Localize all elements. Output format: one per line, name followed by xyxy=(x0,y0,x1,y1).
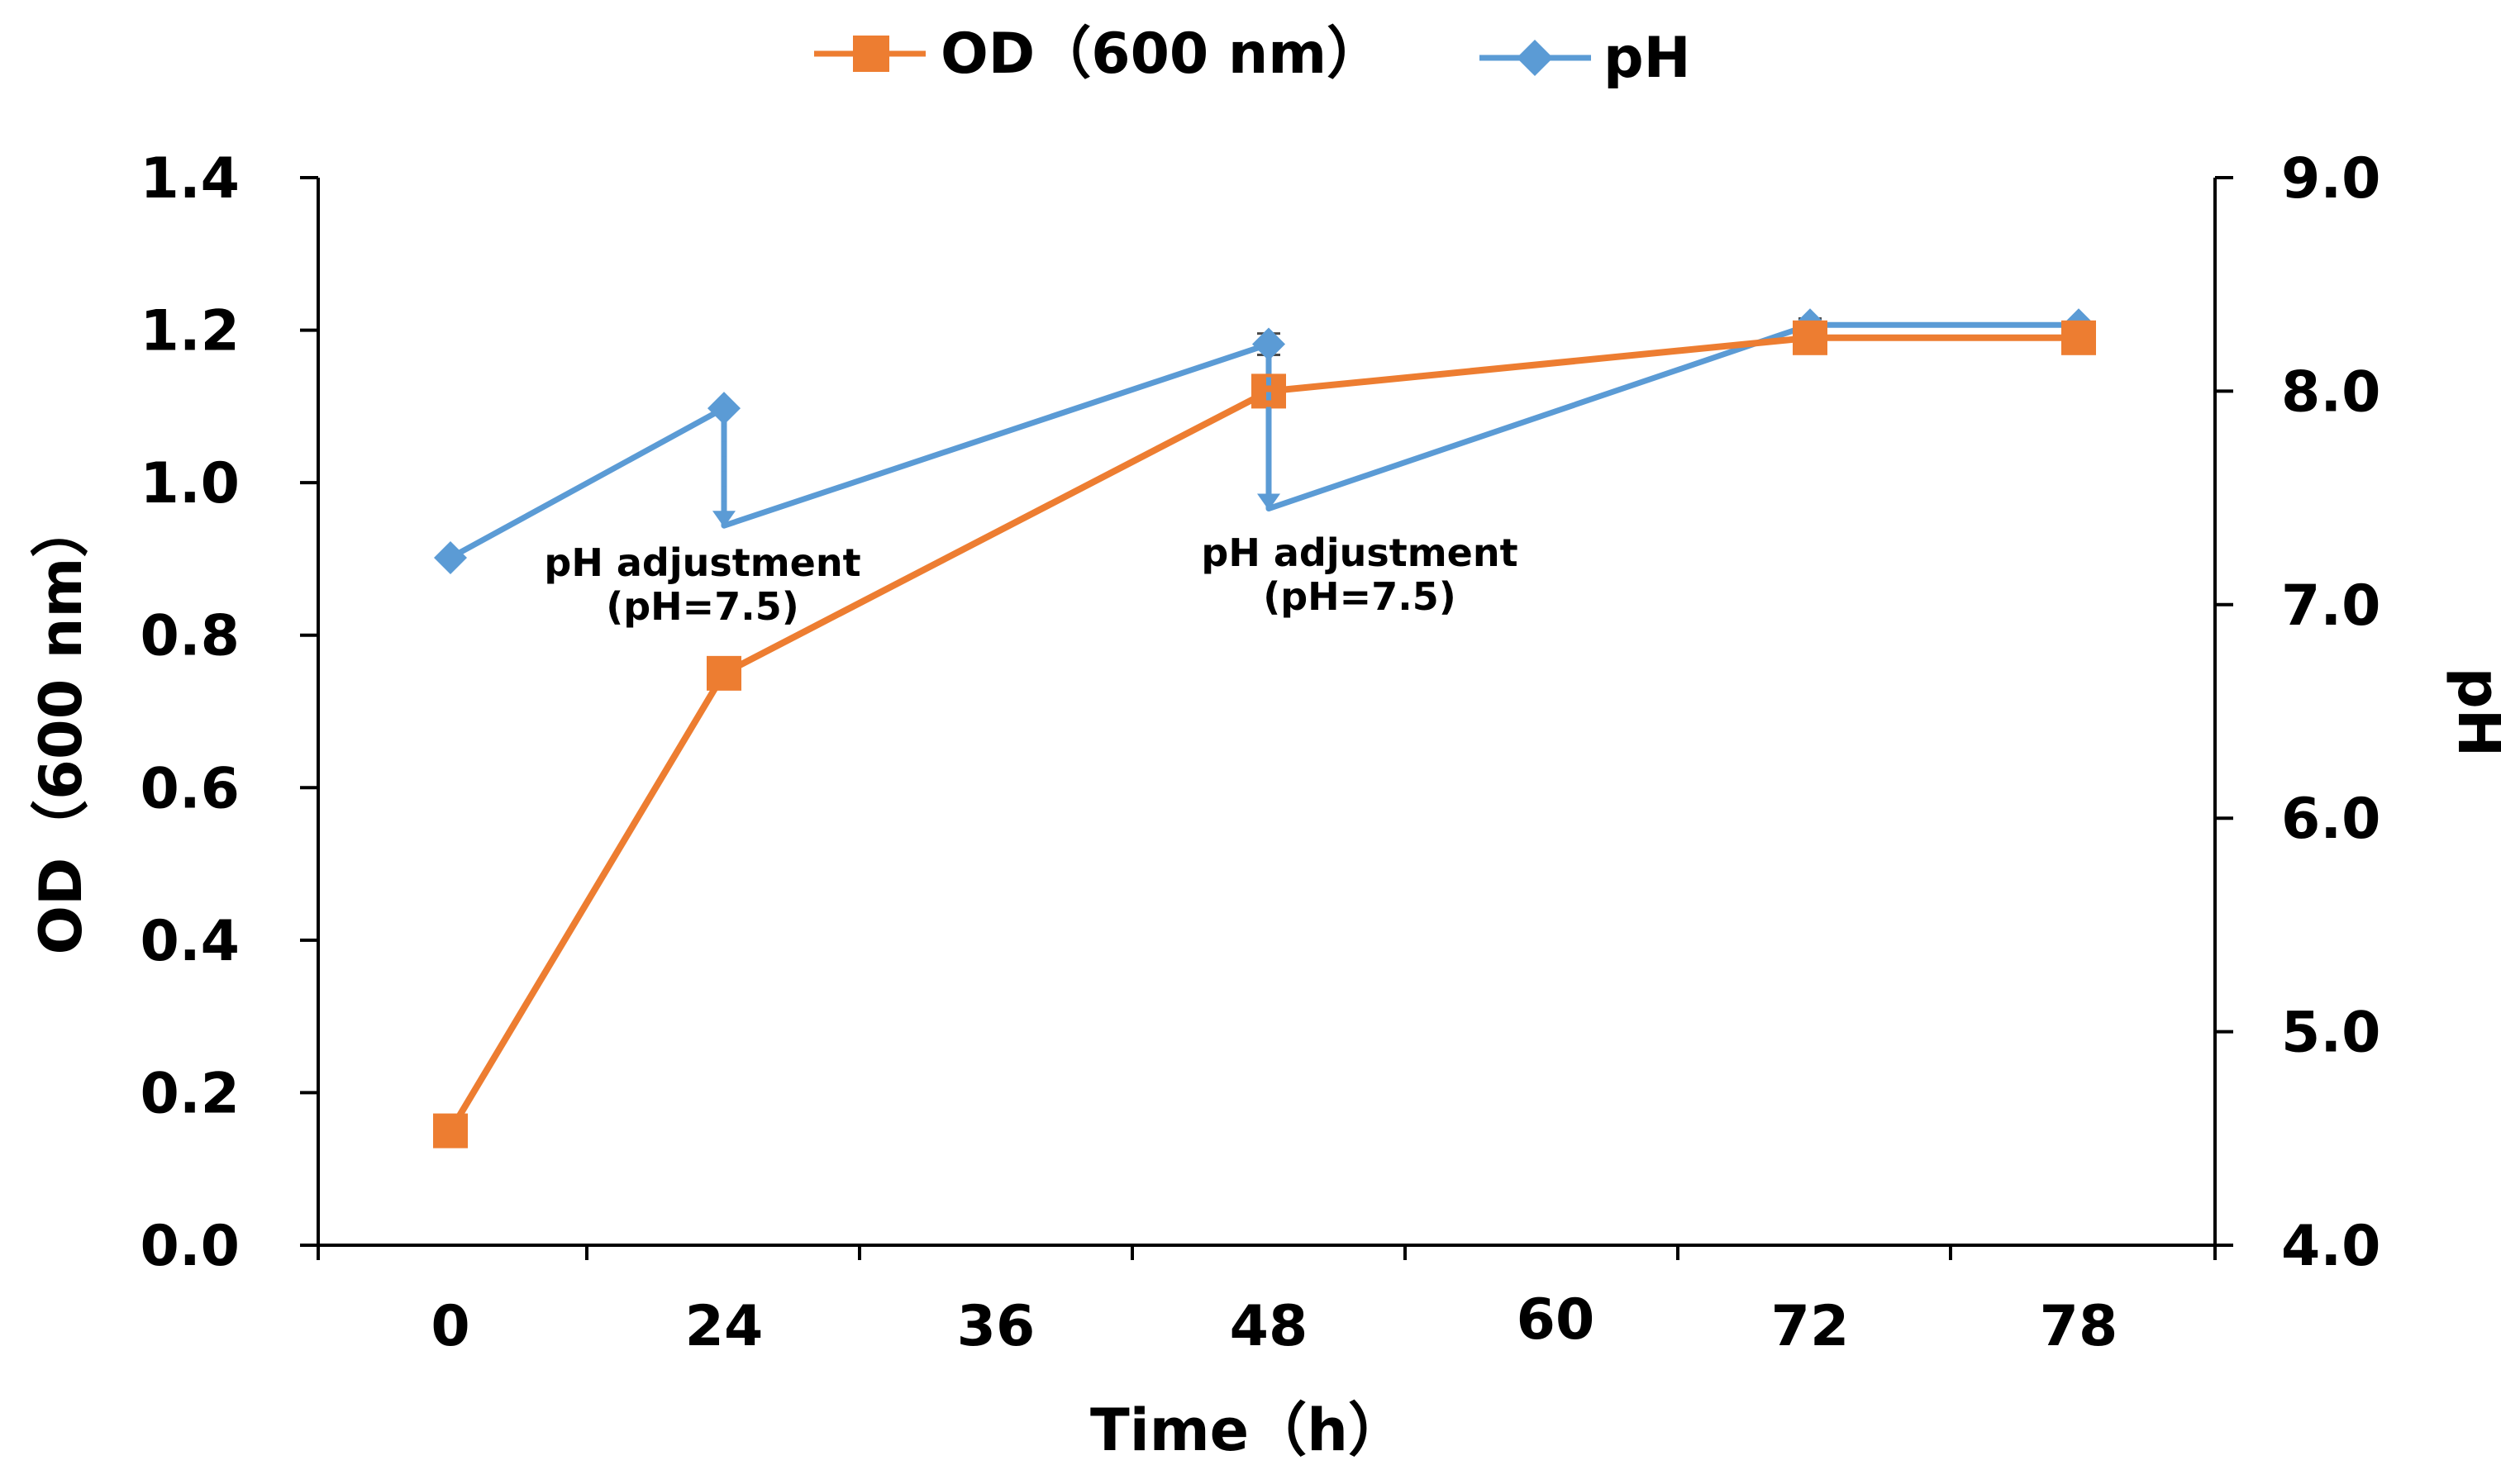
x-tick-label: 36 xyxy=(957,1294,1036,1359)
x-ticks: 0 24 36 48 60 72 78 xyxy=(317,1245,2217,1359)
od-line xyxy=(447,334,2079,1133)
x-tick-label: 60 xyxy=(1517,1287,1595,1353)
right-tick-label: 4.0 xyxy=(2281,1214,2380,1279)
left-tick-label: 1.2 xyxy=(141,299,240,364)
right-tick-label: 5.0 xyxy=(2281,1001,2380,1066)
right-tick-label: 7.0 xyxy=(2281,573,2380,639)
ph-adjust-arrowhead xyxy=(1257,493,1280,511)
ph-point xyxy=(434,540,467,574)
y-axis-right-title: pH xyxy=(2445,668,2501,758)
right-tick-label: 8.0 xyxy=(2281,359,2380,425)
left-y-ticks: 0.0 0.2 0.4 0.6 0.8 1.0 1.2 1.4 xyxy=(141,146,318,1279)
left-tick-label: 1.4 xyxy=(141,146,240,212)
x-tick-label: 24 xyxy=(685,1294,764,1359)
x-tick-label: 0 xyxy=(431,1294,469,1359)
left-tick-label: 1.0 xyxy=(141,451,240,516)
od-point xyxy=(433,1113,468,1149)
legend: OD（600 nm） pH xyxy=(814,21,1691,91)
legend-ph-label: pH xyxy=(1603,26,1691,91)
ph-line xyxy=(449,321,2079,561)
series-od xyxy=(433,320,2096,1149)
annotation-sublabel: (pH=7.5) xyxy=(606,584,799,629)
legend-od-label: OD（600 nm） xyxy=(941,21,1383,87)
od-point xyxy=(2061,320,2096,355)
left-tick-label: 0.8 xyxy=(141,604,240,669)
axes xyxy=(317,178,2217,1247)
ph-adjust-arrowhead xyxy=(712,511,736,528)
y-axis-left-title: OD（600 nm） xyxy=(27,500,95,955)
left-tick-label: 0.0 xyxy=(141,1214,240,1279)
annotation-label: pH adjustment xyxy=(544,540,860,585)
left-tick-label: 0.6 xyxy=(141,756,240,821)
left-tick-label: 0.4 xyxy=(141,909,240,974)
ph-point xyxy=(707,392,741,426)
od-point xyxy=(707,655,741,691)
right-y-ticks: 4.0 5.0 6.0 7.0 8.0 9.0 xyxy=(2215,146,2380,1279)
x-tick-label: 72 xyxy=(1771,1294,1850,1359)
left-tick-label: 0.2 xyxy=(141,1061,240,1126)
annotation-label: pH adjustment xyxy=(1201,530,1517,575)
right-tick-label: 6.0 xyxy=(2281,787,2380,852)
annotations: pH adjustment(pH=7.5)pH adjustment(pH=7.… xyxy=(544,362,1518,629)
right-tick-label: 9.0 xyxy=(2281,146,2380,212)
annotation-sublabel: (pH=7.5) xyxy=(1263,574,1456,619)
x-tick-label: 78 xyxy=(2040,1294,2118,1359)
ph-point xyxy=(1252,327,1285,361)
x-axis-title: Time（h） xyxy=(1090,1396,1406,1464)
legend-ph-marker xyxy=(1517,40,1553,76)
legend-od-marker xyxy=(853,36,889,72)
x-tick-label: 48 xyxy=(1230,1294,1308,1359)
od-point xyxy=(1793,320,1827,355)
